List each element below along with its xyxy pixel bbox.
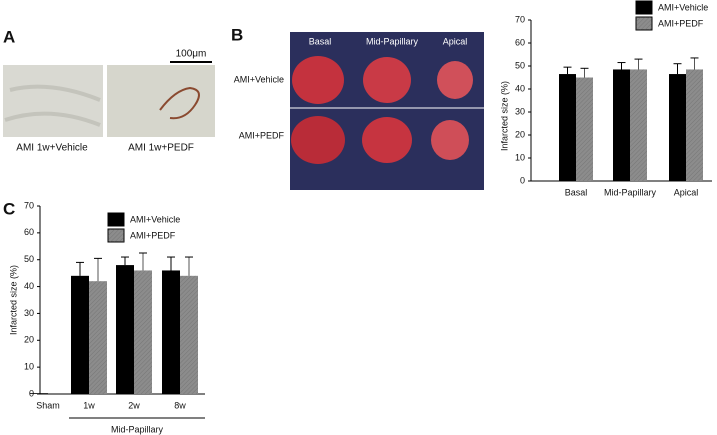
legend-label: AMI+PEDF [130,230,176,240]
hatch [686,69,703,181]
legend-swatch [635,0,653,15]
column-header: Mid-Papillary [366,36,419,46]
y-tick-label: 30 [515,106,525,116]
legend-hatch [636,17,652,30]
heart-slice [363,57,411,103]
photo [290,32,484,190]
y-tick-label: 50 [515,60,525,70]
bar [669,74,686,181]
hatch [630,69,647,181]
x-tick-label: Mid-Papillary [604,187,657,197]
row-header: AMI+PEDF [239,130,285,140]
y-tick-label: 10 [515,152,525,162]
bar [162,270,180,394]
y-tick-label: 70 [24,200,34,210]
y-axis-label: Infarcted size (%) [8,265,18,335]
bar [30,393,48,394]
micrograph [3,65,103,137]
x-tick-label: 2w [128,400,140,410]
tissue [4,84,101,127]
column-header: Apical [443,36,468,46]
legend-hatch [108,229,124,242]
heart-slice [291,116,345,164]
column-header: Basal [309,36,332,46]
x-tick-label: Basal [565,187,588,197]
y-tick-label: 40 [515,83,525,93]
vessel [159,86,200,120]
x-tick-label: Apical [674,187,699,197]
x-tick-label: Sham [36,400,60,410]
y-tick-label: 10 [24,362,34,372]
bar [613,69,630,181]
panel-label: A [3,27,15,46]
y-tick-label: 20 [515,129,525,139]
hatch [134,270,152,394]
micrograph [107,65,215,137]
panel-label: C [3,199,15,218]
scale-label: 100μm [176,49,207,60]
y-tick-label: 50 [24,254,34,264]
y-tick-label: 20 [24,335,34,345]
legend-label: AMI+Vehicle [658,2,708,12]
legend-swatch [107,212,125,227]
bar [559,74,576,181]
bar [116,265,134,394]
bar [71,275,89,394]
group-label: Mid-Papillary [111,424,164,434]
heart-slice [292,56,344,104]
x-tick-label: 1w [83,400,95,410]
hatch [180,275,198,394]
y-tick-label: 60 [515,37,525,47]
y-axis-label: Infarcted size (%) [499,81,509,151]
y-tick-label: 70 [515,14,525,24]
row-header: AMI+Vehicle [234,74,284,84]
y-tick-label: 40 [24,281,34,291]
panel-label: B [231,25,243,44]
heart-slice [431,120,469,160]
y-tick-label: 30 [24,308,34,318]
y-tick-label: 60 [24,227,34,237]
caption: AMI 1w+Vehicle [16,143,88,154]
heart-slice [362,117,412,163]
legend-label: AMI+Vehicle [130,214,180,224]
legend-label: AMI+PEDF [658,18,704,28]
hatch [89,281,107,394]
x-tick-label: 8w [174,400,186,410]
heart-slice [437,61,473,99]
hatch [576,77,593,181]
caption: AMI 1w+PEDF [128,143,194,154]
y-tick-label: 0 [520,175,525,185]
